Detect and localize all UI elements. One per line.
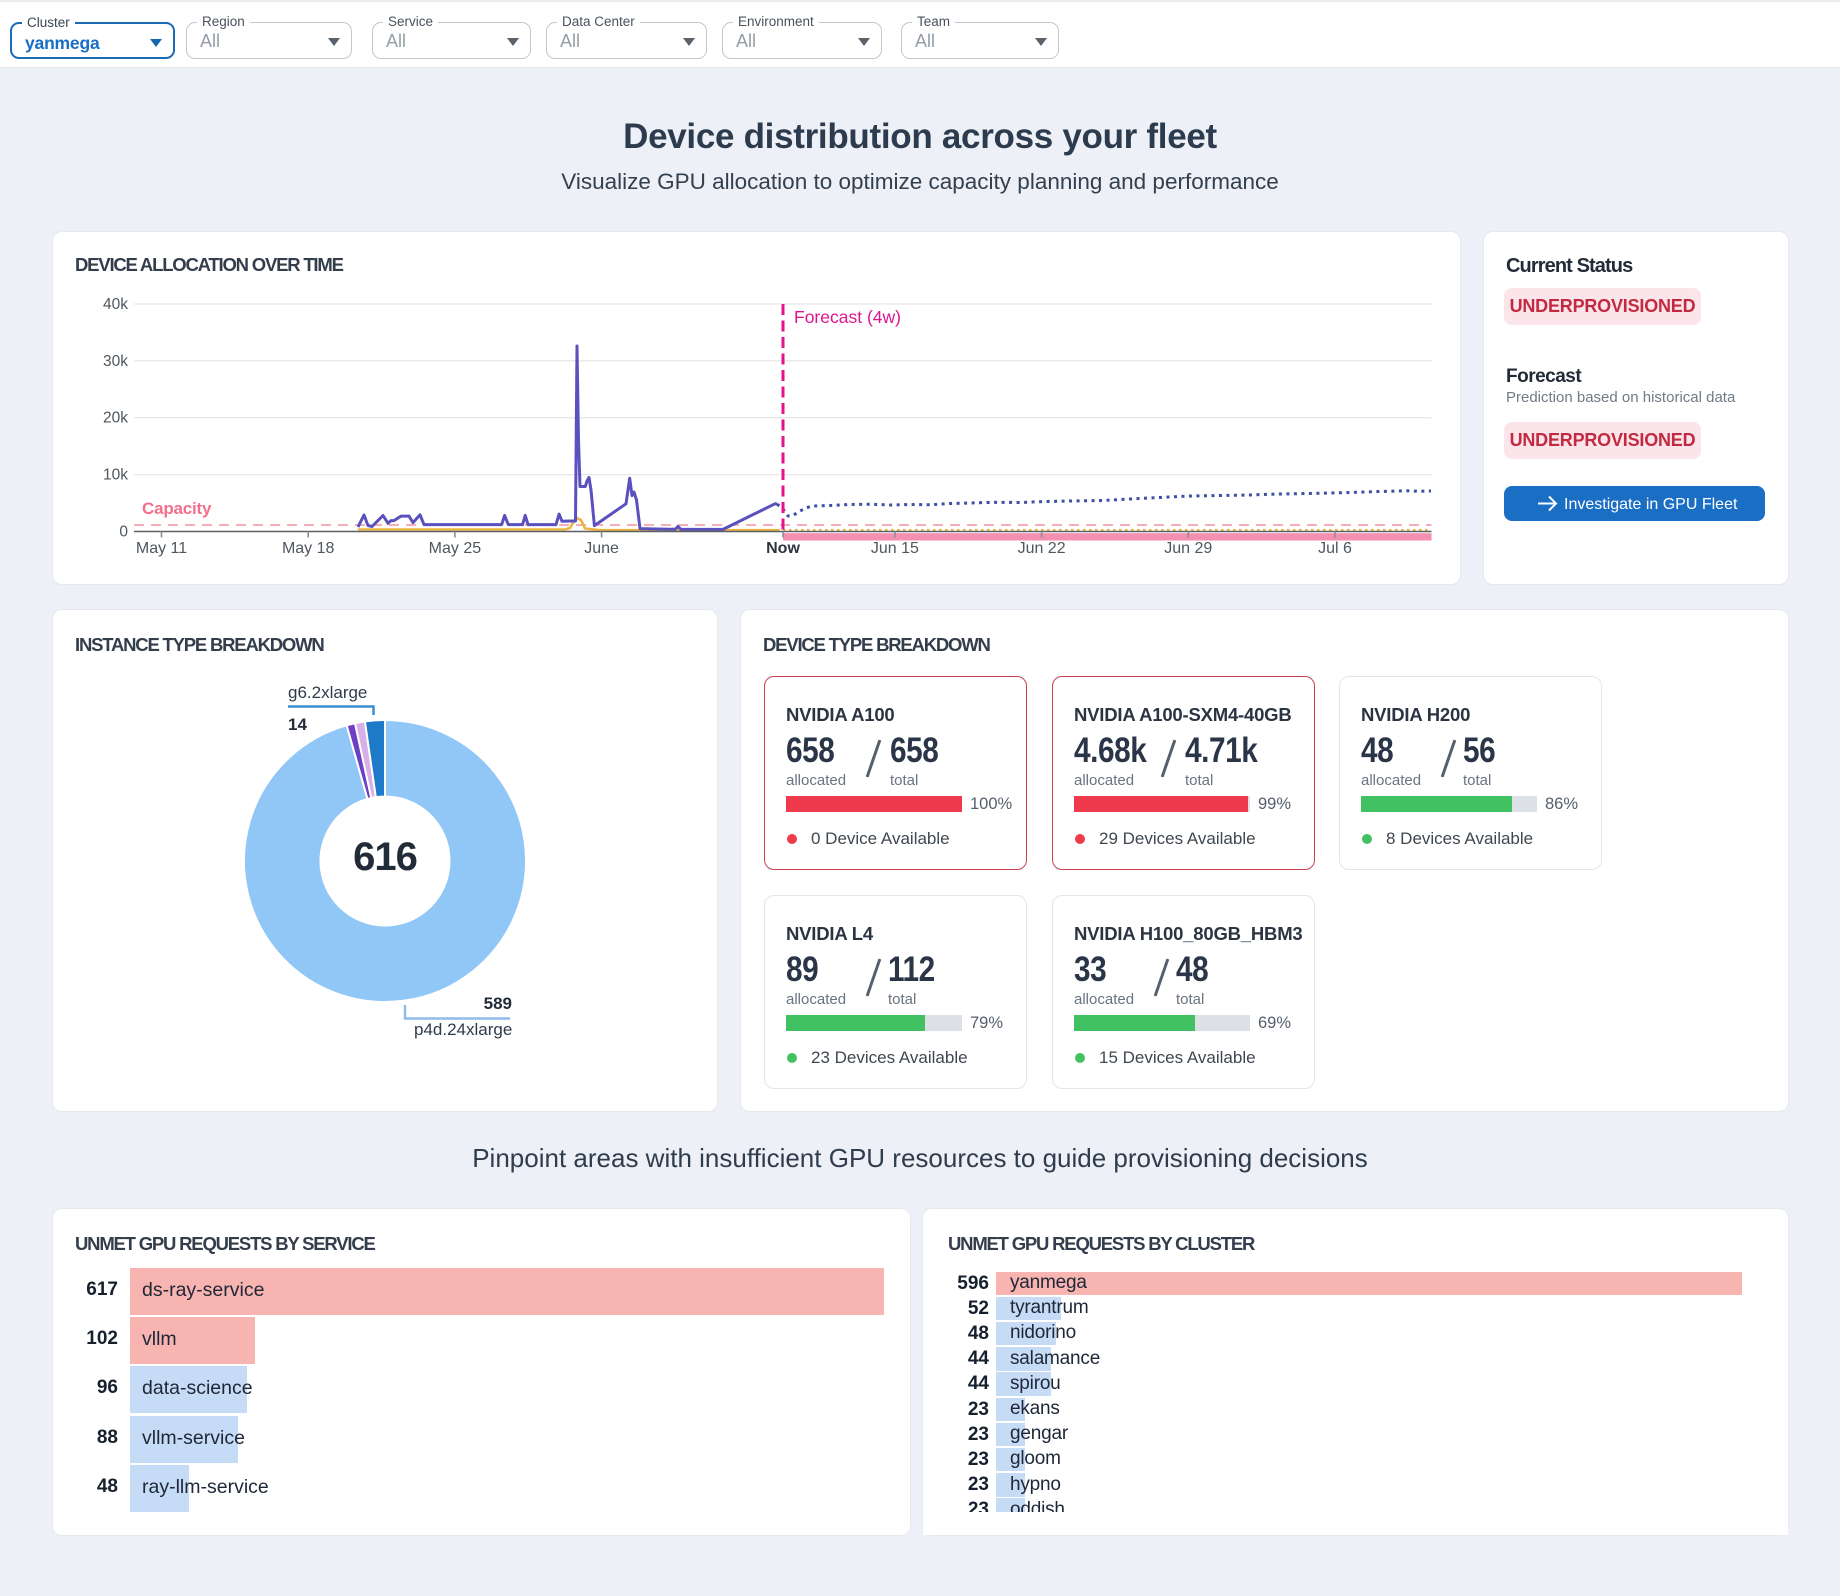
svg-text:589: 589	[484, 994, 512, 1013]
svg-text:20k: 20k	[103, 410, 128, 427]
svg-text:g6.2xlarge: g6.2xlarge	[288, 683, 367, 702]
svg-text:June: June	[584, 540, 619, 557]
svg-text:0: 0	[119, 524, 128, 541]
svg-text:40k: 40k	[103, 296, 128, 313]
svg-text:Investigate in GPU Fleet: Investigate in GPU Fleet	[1564, 496, 1738, 513]
svg-text:Capacity: Capacity	[142, 499, 212, 518]
svg-text:May 18: May 18	[282, 540, 335, 557]
svg-text:10k: 10k	[103, 467, 128, 484]
svg-text:May 25: May 25	[429, 540, 482, 557]
svg-text:May 11: May 11	[136, 540, 187, 557]
svg-text:p4d.24xlarge: p4d.24xlarge	[414, 1020, 512, 1039]
svg-text:Forecast (4w): Forecast (4w)	[794, 307, 901, 327]
svg-text:Jul 6: Jul 6	[1318, 540, 1352, 557]
svg-text:30k: 30k	[103, 353, 128, 370]
svg-text:Now: Now	[766, 540, 800, 557]
svg-text:14: 14	[288, 715, 307, 734]
svg-text:Jun 22: Jun 22	[1018, 540, 1066, 557]
svg-text:616: 616	[353, 835, 417, 879]
svg-text:Jun 29: Jun 29	[1164, 540, 1212, 557]
svg-text:Jun 15: Jun 15	[871, 540, 919, 557]
